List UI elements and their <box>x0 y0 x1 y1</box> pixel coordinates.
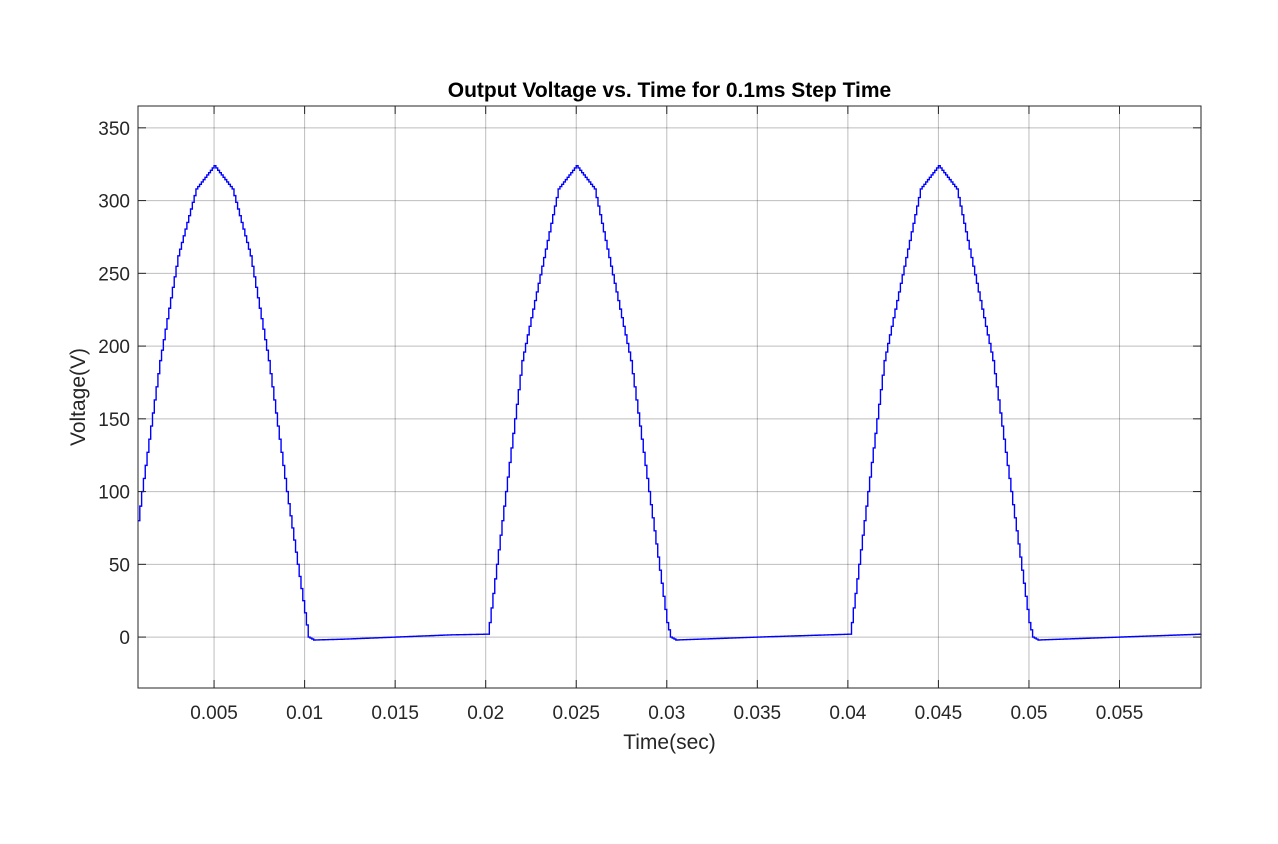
x-tick-label: 0.045 <box>915 703 963 724</box>
x-tick-label: 0.03 <box>648 703 685 724</box>
x-tick-label: 0.05 <box>1010 703 1047 724</box>
series-line <box>138 164 1202 641</box>
ticks: 0.005 0.01 0.015 0.02 0.025 0.03 0.035 0.04 0.04… <box>98 106 1201 724</box>
x-tick-label: 0.035 <box>734 703 782 724</box>
y-tick-label: 300 <box>98 192 130 213</box>
series-group <box>138 164 1202 641</box>
x-tick-label: 0.015 <box>371 703 419 724</box>
y-axis-label: Voltage(V) <box>67 348 90 446</box>
x-tick-label: 0.005 <box>190 703 238 724</box>
y-tick-label: 350 <box>98 119 130 140</box>
y-tick-label: 200 <box>98 337 130 358</box>
chart-title: Output Voltage vs. Time for 0.1ms Step T… <box>448 79 891 102</box>
plot-area <box>138 106 1201 688</box>
axes-box <box>137 105 1202 689</box>
x-axis-label: Time(sec) <box>623 731 716 754</box>
y-tick-label: 150 <box>98 410 130 431</box>
y-tick-label: 50 <box>109 555 130 576</box>
y-tick-label: 0 <box>119 628 130 649</box>
x-tick-label: 0.055 <box>1096 703 1144 724</box>
grid <box>138 106 1201 688</box>
x-tick-label: 0.02 <box>467 703 504 724</box>
x-tick-label: 0.04 <box>829 703 866 724</box>
y-tick-label: 250 <box>98 264 130 285</box>
y-tick-label: 100 <box>98 483 130 504</box>
x-tick-label: 0.01 <box>286 703 323 724</box>
x-tick-label: 0.025 <box>552 703 600 724</box>
